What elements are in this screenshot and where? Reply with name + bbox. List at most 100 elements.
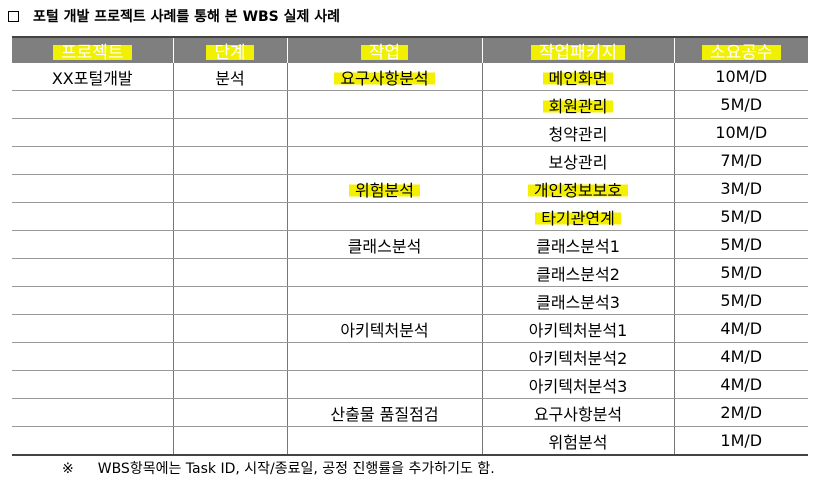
cell-phase [172,230,288,259]
cell-phase [172,174,288,203]
table-row: 아키텍처분석2 4M/D [12,342,808,371]
cell-effort: 7M/D [673,146,808,175]
cell-project [12,314,174,343]
table-header-row: 프로젝트 단계 작업 작업패키지 소요공수 [12,36,808,63]
cell-effort-text: 10M/D [715,123,768,142]
cell-work-package-text: 클래스분석1 [536,236,620,256]
cell-effort: 2M/D [673,398,808,427]
cell-task: 요구사항분석 [286,63,483,91]
cell-project [12,342,174,371]
table-row: 아키텍처분석 아키텍처분석1 4M/D [12,314,808,343]
cell-work-package: 회원관리 [481,90,675,119]
note-text: WBS항목에는 Task ID, 시작/종료일, 공정 진행률을 추가하기도 함… [97,461,495,477]
cell-effort-text: 5M/D [720,235,763,254]
cell-phase [172,314,288,343]
cell-project [12,146,174,175]
cell-effort: 10M/D [673,63,808,91]
cell-task [286,258,483,287]
table-row: 클래스분석 클래스분석1 5M/D [12,230,808,259]
cell-work-package-text: 개인정보보호 [527,180,629,200]
cell-effort-text: 7M/D [720,151,763,170]
cell-project [12,118,174,147]
table-row: 아키텍처분석3 4M/D [12,370,808,399]
cell-phase [172,370,288,399]
cell-task [286,286,483,315]
cell-phase [172,118,288,147]
cell-work-package: 개인정보보호 [481,174,675,203]
cell-work-package-text: 아키텍처분석2 [528,348,628,368]
cell-task: 아키텍처분석 [286,314,483,343]
cell-phase [172,258,288,287]
cell-work-package-text: 타기관연계 [535,208,621,228]
cell-project [12,230,174,259]
cell-effort-text: 1M/D [720,431,763,450]
document-title: 포털 개발 프로젝트 사례를 통해 본 WBS 실제 사례 [8,6,340,26]
cell-effort: 4M/D [673,342,808,371]
cell-effort-text: 5M/D [720,95,763,114]
cell-task [286,342,483,371]
wbs-table: 프로젝트 단계 작업 작업패키지 소요공수 XX포털개발 분석 요구사항분석 메인화면… [12,36,808,456]
checkbox-square-icon [8,10,19,22]
cell-effort-text: 4M/D [720,347,763,366]
cell-effort-text: 5M/D [720,207,763,226]
footnote: ※ WBS항목에는 Task ID, 시작/종료일, 공정 진행률을 추가하기도 … [62,458,495,478]
cell-effort: 3M/D [673,174,808,203]
cell-effort: 4M/D [673,370,808,399]
header-work-package: 작업패키지 [481,36,675,63]
cell-work-package-text: 메인화면 [542,68,614,88]
cell-task [286,146,483,175]
cell-phase [172,398,288,427]
table-row: 산출물 품질점검 요구사항분석 2M/D [12,398,808,427]
cell-effort: 5M/D [673,286,808,315]
cell-effort-text: 4M/D [720,375,763,394]
cell-effort-text: 10M/D [715,67,768,86]
cell-work-package-text: 위험분석 [548,432,608,452]
cell-work-package-text: 아키텍처분석1 [528,320,628,340]
table-row: XX포털개발 분석 요구사항분석 메인화면 10M/D [12,63,808,91]
cell-work-package-text: 요구사항분석 [533,404,623,424]
table-row: 청약관리 10M/D [12,118,808,147]
cell-effort: 5M/D [673,230,808,259]
cell-project-text: XX포털개발 [51,68,133,88]
cell-effort-text: 2M/D [720,403,763,422]
cell-project [12,286,174,315]
cell-work-package: 청약관리 [481,118,675,147]
cell-effort: 1M/D [673,426,808,456]
cell-work-package: 클래스분석3 [481,286,675,315]
cell-project [12,90,174,119]
table-row: 회원관리 5M/D [12,90,808,119]
header-project: 프로젝트 [12,36,174,63]
cell-work-package: 보상관리 [481,146,675,175]
cell-effort: 5M/D [673,90,808,119]
table-row: 보상관리 7M/D [12,146,808,175]
cell-project [12,258,174,287]
cell-effort-text: 5M/D [720,291,763,310]
cell-project [12,370,174,399]
cell-work-package: 요구사항분석 [481,398,675,427]
cell-phase [172,90,288,119]
table-row: 클래스분석3 5M/D [12,286,808,315]
cell-task [286,90,483,119]
cell-work-package: 아키텍처분석2 [481,342,675,371]
cell-phase [172,426,288,456]
cell-phase [172,286,288,315]
cell-task-text: 위험분석 [349,180,420,200]
cell-work-package-text: 클래스분석2 [536,264,620,284]
cell-work-package: 아키텍처분석3 [481,370,675,399]
cell-project [12,202,174,231]
cell-project [12,398,174,427]
cell-work-package-text: 회원관리 [542,96,614,116]
table-row: 타기관연계 5M/D [12,202,808,231]
title-text: 포털 개발 프로젝트 사례를 통해 본 WBS 실제 사례 [33,9,341,25]
cell-task [286,118,483,147]
cell-effort: 4M/D [673,314,808,343]
cell-project [12,426,174,456]
table-row: 위험분석 1M/D [12,426,808,456]
cell-task: 위험분석 [286,174,483,203]
cell-effort: 5M/D [673,258,808,287]
cell-work-package-text: 청약관리 [548,124,608,144]
cell-effort-text: 4M/D [720,319,763,338]
cell-task-text: 클래스분석 [347,236,422,256]
table-row: 클래스분석2 5M/D [12,258,808,287]
cell-phase [172,146,288,175]
